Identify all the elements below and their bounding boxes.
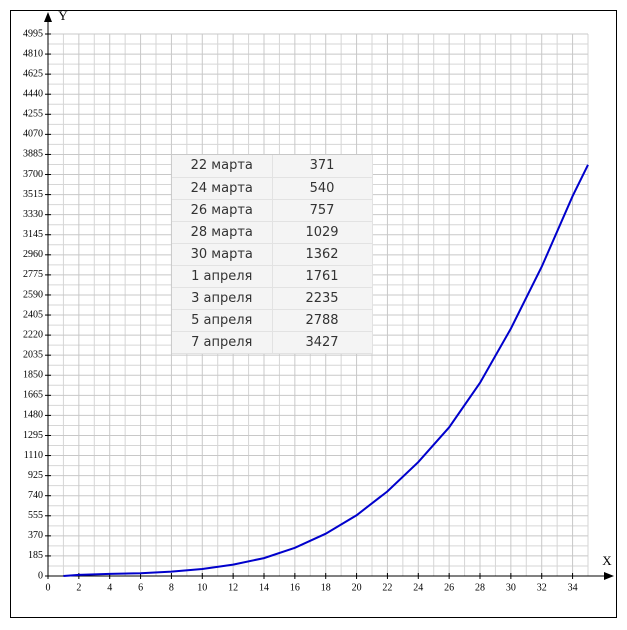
data-table: 22 марта 371 24 марта 540 26 марта 757 28 март… <box>172 155 373 354</box>
date-cell: 28 марта <box>172 221 273 244</box>
x-tick-label: 16 <box>290 582 300 593</box>
table-row: 3 апреля 2235 <box>172 287 373 310</box>
y-tick-label: 2405 <box>23 309 43 320</box>
data-line <box>63 164 589 577</box>
table-row: 28 марта 1029 <box>172 221 373 244</box>
y-tick-label: 0 <box>38 570 43 581</box>
y-tick-label: 555 <box>28 510 43 521</box>
y-tick-label: 3885 <box>23 149 43 160</box>
y-tick-label: 3700 <box>23 169 43 180</box>
x-tick-label: 22 <box>382 582 392 593</box>
y-tick-label: 1295 <box>23 430 43 441</box>
y-tick-label: 4440 <box>23 89 43 100</box>
y-tick-label: 2775 <box>23 269 43 280</box>
y-tick-label: 2960 <box>23 249 43 260</box>
y-tick-label: 185 <box>28 550 43 561</box>
y-tick-label: 2220 <box>23 329 43 340</box>
y-tick-label: 4625 <box>23 68 43 79</box>
x-tick-label: 20 <box>352 582 362 593</box>
y-tick-label: 1110 <box>24 450 43 461</box>
x-tick-label: 14 <box>259 582 269 593</box>
x-tick-label: 32 <box>537 582 547 593</box>
y-tick-label: 4070 <box>23 129 43 140</box>
y-tick-label: 4995 <box>23 28 43 39</box>
x-tick-label: 0 <box>46 582 51 593</box>
value-cell: 540 <box>272 177 373 200</box>
y-axis-label: Y <box>58 8 68 23</box>
x-tick-label: 4 <box>107 582 112 593</box>
y-tick-label: 4810 <box>23 48 43 59</box>
date-cell: 5 апреля <box>172 309 273 332</box>
date-cell: 30 марта <box>172 243 273 266</box>
x-axis-label: X <box>602 553 612 568</box>
value-cell: 2788 <box>272 309 373 332</box>
x-tick-label: 8 <box>169 582 174 593</box>
date-cell: 7 апреля <box>172 331 273 354</box>
date-cell: 3 апреля <box>172 287 273 310</box>
x-tick-label: 2 <box>76 582 81 593</box>
x-tick-label: 34 <box>568 582 578 593</box>
value-cell: 2235 <box>272 287 373 310</box>
date-cell: 1 апреля <box>172 265 273 288</box>
value-cell: 3427 <box>272 331 373 354</box>
x-tick-label: 30 <box>506 582 516 593</box>
y-tick-label: 1850 <box>23 370 43 381</box>
value-cell: 1362 <box>272 243 373 266</box>
table-row: 5 апреля 2788 <box>172 309 373 332</box>
value-cell: 1761 <box>272 265 373 288</box>
x-tick-label: 12 <box>228 582 238 593</box>
y-arrow <box>44 12 52 22</box>
date-cell: 24 марта <box>172 177 273 200</box>
table-row: 30 марта 1362 <box>172 243 373 266</box>
x-tick-label: 18 <box>321 582 331 593</box>
y-tick-label: 3145 <box>23 229 43 240</box>
table-row: 22 марта 371 <box>172 155 373 178</box>
y-tick-label: 3330 <box>23 209 43 220</box>
y-tick-label: 740 <box>28 490 43 501</box>
x-tick-label: 6 <box>138 582 143 593</box>
x-tick-label: 10 <box>197 582 207 593</box>
x-tick-label: 26 <box>444 582 454 593</box>
y-tick-label: 2590 <box>23 289 43 300</box>
x-tick-label: 28 <box>475 582 485 593</box>
y-tick-label: 3515 <box>23 189 43 200</box>
y-tick-label: 1665 <box>23 390 43 401</box>
y-tick-label: 4255 <box>23 109 43 120</box>
table-row: 26 марта 757 <box>172 199 373 222</box>
date-cell: 26 марта <box>172 199 273 222</box>
x-arrow <box>604 572 614 580</box>
date-cell: 22 марта <box>172 155 273 178</box>
value-cell: 757 <box>272 199 373 222</box>
value-cell: 371 <box>272 155 373 178</box>
x-tick-label: 24 <box>413 582 423 593</box>
y-tick-label: 370 <box>28 530 43 541</box>
frame <box>10 10 617 618</box>
y-tick-label: 925 <box>28 470 43 481</box>
table-row: 7 апреля 3427 <box>172 331 373 354</box>
value-cell: 1029 <box>272 221 373 244</box>
y-tick-label: 2035 <box>23 349 43 360</box>
table-row: 1 апреля 1761 <box>172 265 373 288</box>
table-row: 24 марта 540 <box>172 177 373 200</box>
y-tick-label: 1480 <box>23 410 43 421</box>
